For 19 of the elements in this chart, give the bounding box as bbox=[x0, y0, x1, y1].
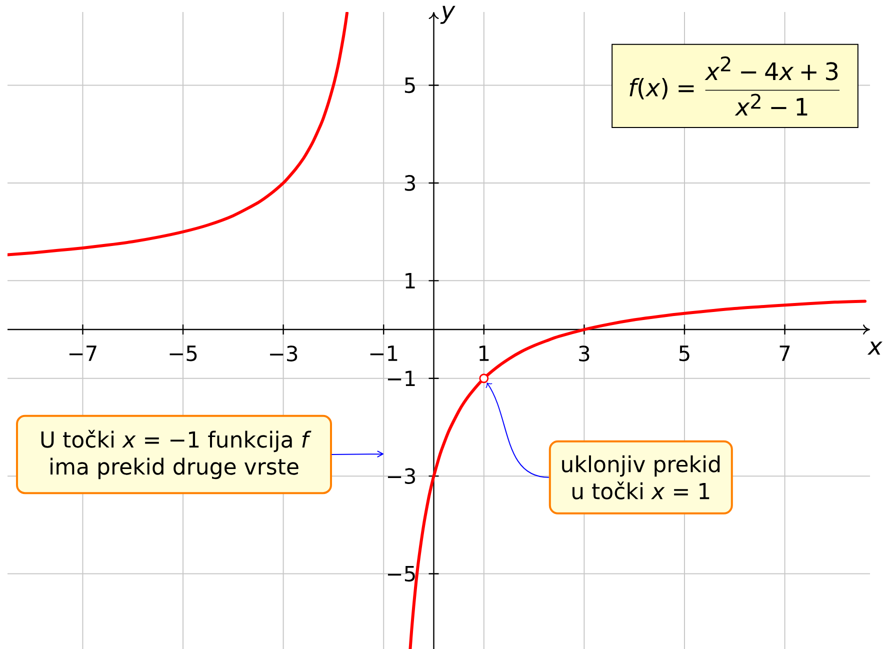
y-tick-label: −1 bbox=[388, 370, 415, 386]
y-tick-label: 5 bbox=[404, 77, 415, 94]
x-tick-label: 5 bbox=[679, 346, 690, 362]
x-tick-label: 7 bbox=[780, 346, 790, 361]
annotation: U točki x = −1 funkcija f ima prekid druge vrste bbox=[41, 430, 312, 480]
y-axis-title: y bbox=[440, 6, 456, 24]
y-tick-label: −3 bbox=[388, 468, 415, 484]
x-axis-title: x bbox=[867, 342, 882, 355]
x-tick-label: −7 bbox=[69, 346, 96, 361]
y-tick-label: 1 bbox=[406, 273, 415, 288]
x-tick-label: −5 bbox=[170, 346, 197, 362]
x-tick-label: 3 bbox=[579, 346, 590, 362]
x-tick-label: −1 bbox=[370, 346, 398, 361]
x-tick-label: 1 bbox=[480, 346, 489, 361]
y-tick-label: −5 bbox=[388, 566, 415, 582]
y-tick-label: 3 bbox=[404, 175, 415, 191]
annotation: $f(x)=\frac{x^2-4x+3}{x^2-1}$ bbox=[630, 56, 840, 116]
x-tick-label: −3 bbox=[270, 346, 298, 362]
annotation: uklonjiv prekid u točki x = 1 bbox=[562, 455, 720, 500]
